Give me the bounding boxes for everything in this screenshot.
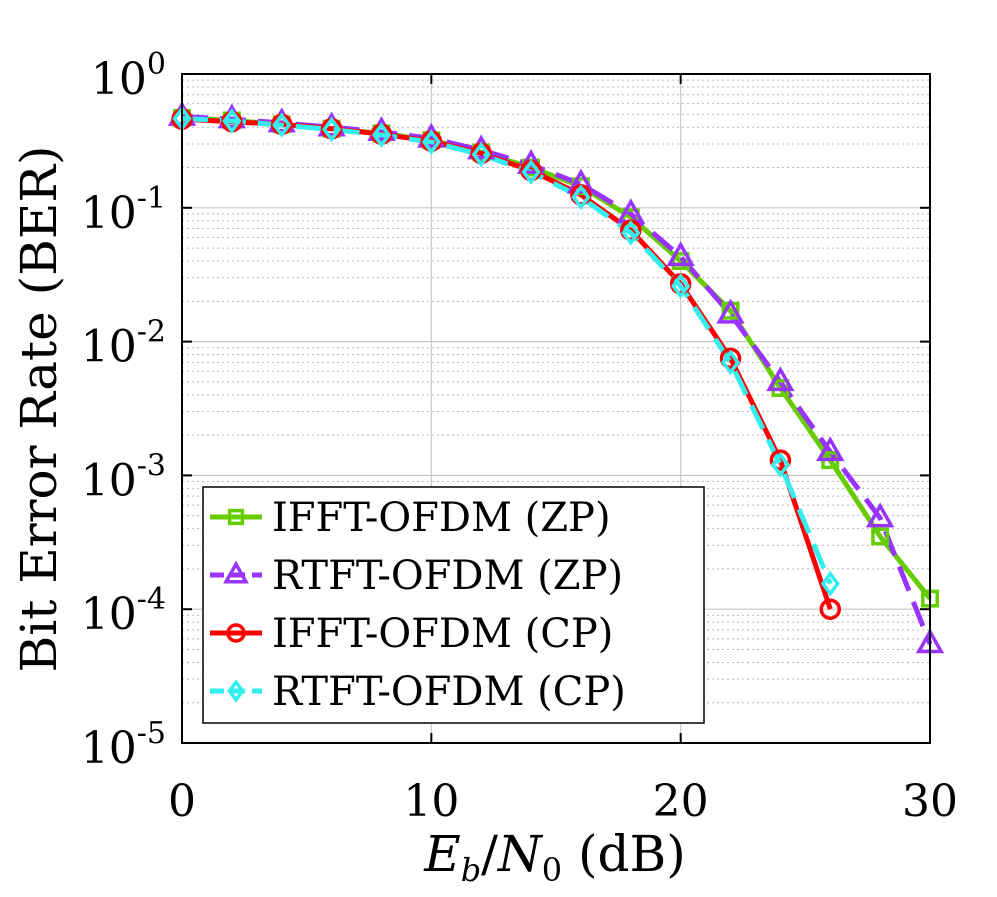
- y-tick-label: 100: [91, 47, 166, 105]
- legend-label: RTFT-OFDM (ZP): [272, 553, 623, 599]
- y-tick-exponent: -5: [137, 716, 166, 751]
- legend-marker-square: [227, 508, 245, 526]
- legend-label: IFFT-OFDM (CP): [272, 611, 613, 657]
- plot-frame: [181, 73, 931, 744]
- x-tick-label: 10: [403, 776, 459, 827]
- y-tick-label: 10-1: [81, 181, 166, 239]
- data-point-diamond: [671, 273, 691, 299]
- data-point-circle: [819, 598, 842, 620]
- data-point-triangle: [865, 502, 895, 528]
- data-point-diamond: [371, 122, 392, 148]
- y-tick-label: 10-2: [81, 315, 166, 373]
- series-line-3: [181, 116, 833, 585]
- y-tick-base: 10: [81, 322, 137, 373]
- y-tick-base: 10: [81, 723, 137, 774]
- data-point-triangle: [716, 298, 745, 324]
- legend-marker-diamond: [227, 679, 245, 703]
- y-tick-exponent: -1: [137, 181, 166, 216]
- legend-marker-circle: [226, 623, 246, 643]
- data-point-diamond: [720, 349, 741, 376]
- data-point-triangle: [766, 366, 795, 392]
- data-point-diamond: [621, 220, 641, 246]
- data-point-diamond: [571, 184, 591, 211]
- x-tick-label: 30: [902, 776, 958, 827]
- legend-box: [202, 486, 705, 724]
- x-label-base: E: [423, 825, 461, 883]
- y-tick-base: 10: [81, 188, 137, 239]
- y-tick-exponent: 0: [147, 47, 166, 82]
- x-label-unit: (dB): [562, 825, 686, 883]
- data-point-circle: [769, 449, 792, 471]
- data-point-diamond: [521, 159, 541, 185]
- data-point-triangle: [816, 436, 845, 462]
- data-point-triangle: [566, 168, 596, 194]
- x-axis-label: Eb/N0 (dB): [423, 825, 686, 889]
- y-tick-label: 10-3: [81, 448, 166, 506]
- x-label-sep: /: [481, 825, 498, 883]
- x-tick-label: 0: [168, 776, 196, 827]
- data-point-diamond: [222, 108, 242, 134]
- data-point-square: [671, 252, 690, 270]
- data-point-diamond: [321, 116, 342, 143]
- y-axis-label: Bit Error Rate (BER): [10, 145, 68, 672]
- data-point-diamond: [471, 141, 491, 168]
- legend-marker-triangle: [223, 560, 249, 584]
- y-tick-base: 10: [81, 455, 137, 506]
- y-tick-exponent: -2: [137, 315, 166, 350]
- x-label-base2: N: [497, 825, 544, 883]
- x-tick-label: 20: [653, 776, 709, 827]
- data-point-diamond: [820, 570, 840, 597]
- x-label-sub: b: [461, 851, 481, 889]
- data-point-square: [871, 527, 890, 546]
- y-tick-exponent: -3: [137, 448, 166, 483]
- x-tick-labels: 0 10 20 30: [168, 776, 958, 827]
- data-point-diamond: [770, 451, 791, 478]
- y-tick-label: 10-5: [81, 716, 166, 774]
- y-tick-exponent: -4: [137, 582, 166, 617]
- data-point-diamond: [272, 112, 292, 138]
- data-point-diamond: [421, 129, 441, 155]
- legend-label: IFFT-OFDM (ZP): [272, 495, 611, 541]
- axis-ticks: [181, 73, 931, 744]
- y-tick-label: 10-4: [81, 582, 166, 640]
- data-point-triangle: [666, 241, 695, 267]
- y-tick-base: 10: [81, 589, 137, 640]
- data-point-circle: [719, 347, 742, 370]
- legend-label: RTFT-OFDM (CP): [272, 669, 626, 715]
- legend: IFFT-OFDM (ZP) RTFT-OFDM (ZP) IFFT-OFDM (C…: [202, 486, 705, 724]
- y-tick-base: 10: [91, 54, 147, 105]
- x-label-sub2: 0: [542, 851, 562, 889]
- series-lines: [181, 114, 933, 645]
